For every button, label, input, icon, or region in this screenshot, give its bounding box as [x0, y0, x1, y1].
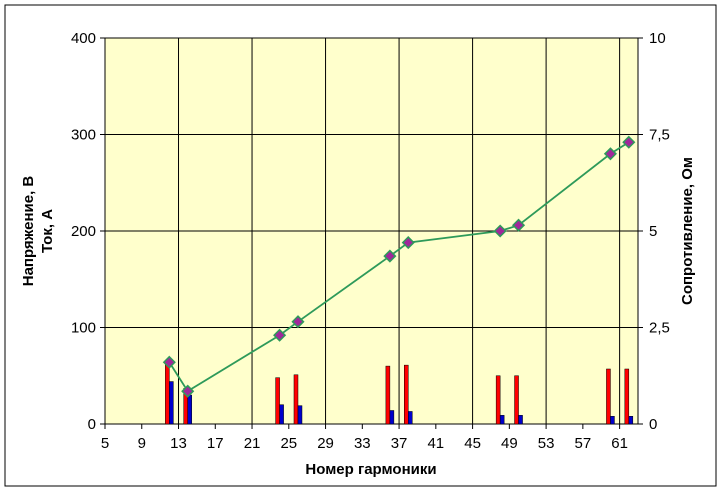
x-tick-label: 49 [501, 435, 518, 452]
voltage-bar [293, 374, 299, 425]
resistance-marker [181, 384, 195, 398]
resistance-marker [622, 135, 636, 149]
current-bar [408, 411, 413, 425]
x-tick-label: 45 [464, 435, 481, 452]
current-bar [518, 415, 523, 425]
current-bar [628, 416, 634, 425]
x-tick-label: 9 [138, 435, 146, 452]
resistance-marker [162, 355, 176, 369]
current-bar [279, 404, 284, 425]
left-tick-label: 0 [88, 416, 96, 433]
resistance-marker [383, 249, 397, 263]
bar-series [165, 360, 634, 425]
x-tick-label: 57 [575, 435, 592, 452]
right-tick-label: 5 [649, 223, 657, 240]
x-tick-label: 29 [317, 435, 334, 452]
left-tick-label: 300 [71, 127, 96, 144]
right-tick-label: 7,5 [649, 127, 670, 144]
left-axis-title-line1: Напряжение, В [20, 176, 37, 287]
right-tick-label: 0 [649, 416, 657, 433]
resistance-marker [401, 236, 415, 250]
x-tick-label: 41 [427, 435, 444, 452]
left-axis-title-line2: Ток, А [39, 209, 56, 253]
line-series [162, 135, 636, 398]
current-bar [169, 381, 174, 425]
current-bar [297, 405, 303, 425]
voltage-bar [606, 368, 611, 425]
voltage-bar [514, 375, 519, 425]
axes [100, 37, 643, 429]
left-tick-label: 400 [71, 30, 96, 47]
x-tick-label: 13 [170, 435, 187, 452]
right-axis-title: Сопротивление, Ом [679, 157, 696, 305]
voltage-bar [275, 377, 280, 425]
voltage-bar [624, 368, 630, 425]
x-tick-label: 33 [354, 435, 371, 452]
resistance-marker [493, 224, 507, 238]
resistance-marker [273, 328, 287, 342]
x-tick-label: 61 [611, 435, 628, 452]
voltage-bar [404, 364, 409, 425]
right-tick-label: 2,5 [649, 320, 670, 337]
voltage-bar [165, 360, 170, 425]
current-bar [187, 394, 192, 425]
tick-labels: 0 100 200 300 400 0 2,5 5 7,5 10 5 9 13 17 21 25 29 33 37 4… [71, 30, 670, 452]
resistance-marker [291, 315, 305, 329]
grid-lines [105, 38, 638, 424]
voltage-bar [385, 365, 391, 425]
x-tick-label: 5 [101, 435, 109, 452]
x-tick-label: 25 [280, 435, 297, 452]
voltage-bar [495, 375, 501, 425]
resistance-marker [511, 218, 526, 232]
left-tick-label: 100 [71, 320, 96, 337]
x-tick-label: 17 [207, 435, 224, 452]
x-tick-label: 53 [538, 435, 555, 452]
right-tick-label: 10 [649, 30, 666, 47]
current-bar [610, 416, 615, 425]
resistance-line [168, 141, 630, 393]
current-bar [389, 410, 395, 425]
x-tick-label: 21 [244, 435, 261, 452]
current-bar [499, 415, 505, 425]
x-axis-title: Номер гармоники [305, 461, 436, 478]
x-tick-label: 37 [391, 435, 408, 452]
resistance-marker [603, 147, 617, 161]
left-tick-label: 200 [71, 223, 96, 240]
